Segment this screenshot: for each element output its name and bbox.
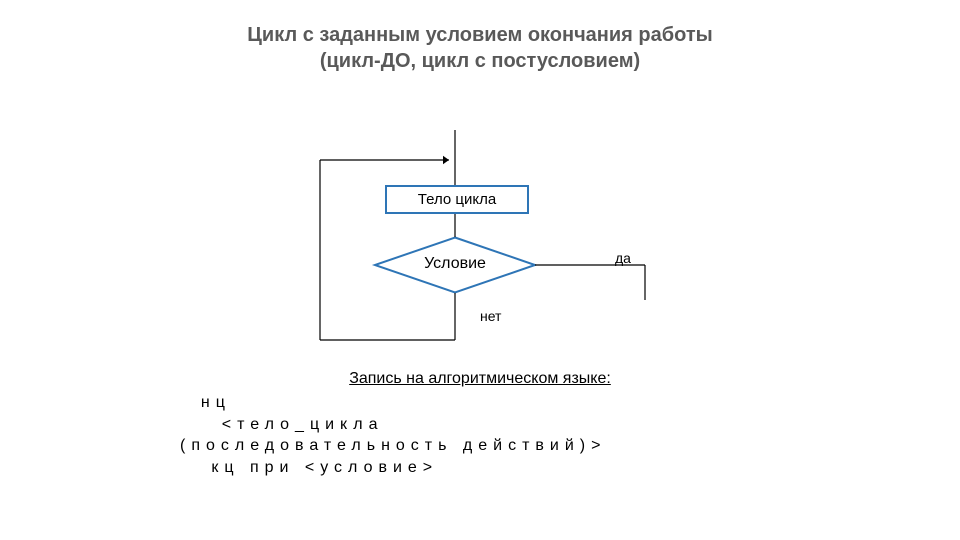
algo-heading: Запись на алгоритмическом языке: [180, 370, 780, 388]
algo-section: Запись на алгоритмическом языке: нц <тел… [180, 370, 780, 478]
flowchart-body-label: Тело цикла [418, 191, 496, 208]
algo-code: нц <тело_цикла (последовательность дейст… [180, 392, 780, 478]
flowchart-condition-label: Условие [405, 255, 505, 273]
flowchart-yes-label: да [615, 250, 631, 266]
flowchart-no-label: нет [480, 308, 501, 324]
flowchart-body-box: Тело цикла [385, 185, 529, 214]
